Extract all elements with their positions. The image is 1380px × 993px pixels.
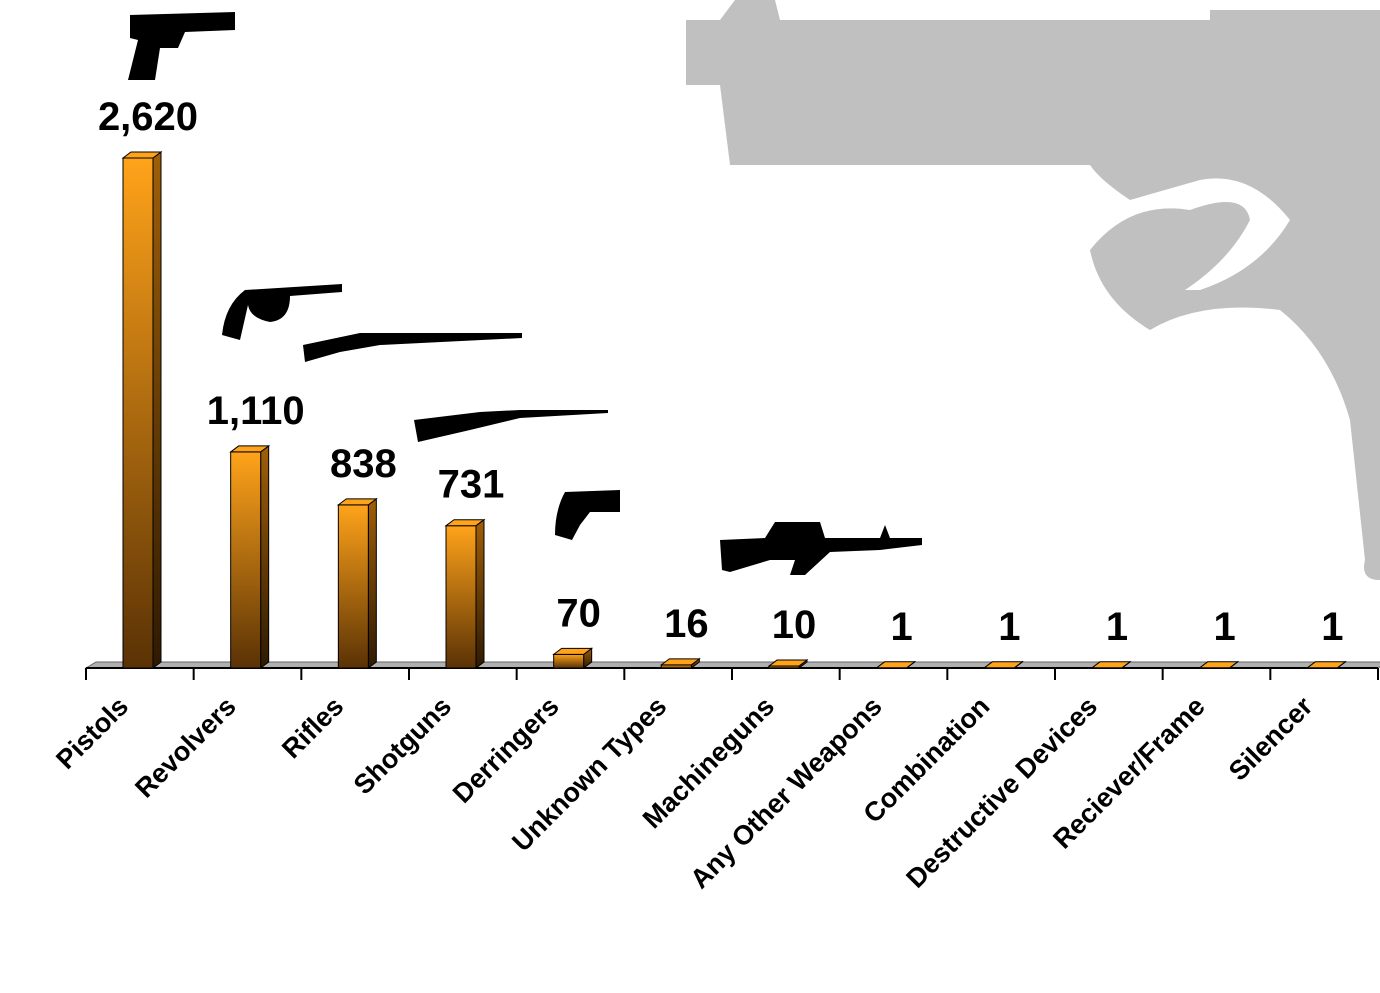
value-label: 1,110 (207, 389, 305, 433)
value-label: 16 (664, 602, 709, 646)
bar-top (767, 659, 809, 667)
bar-top (552, 647, 594, 655)
bar-top (875, 661, 917, 669)
x-tick-label: Revolvers (129, 691, 241, 803)
bar-side (475, 518, 485, 669)
bar-side (367, 497, 377, 669)
value-label: 1 (1106, 605, 1128, 649)
x-tick-label: Derringers (447, 691, 565, 809)
x-tick-label: Shotguns (348, 691, 457, 800)
background-pistol (686, 0, 1380, 580)
bar (122, 157, 154, 669)
bar-top (982, 661, 1024, 669)
bar (230, 451, 262, 669)
value-label: 1 (1214, 605, 1236, 649)
x-tick-label: Destructive Devices (900, 691, 1103, 894)
bar-top (444, 519, 486, 527)
bar-top (1090, 661, 1132, 669)
x-tick-label: Pistols (50, 691, 134, 775)
bar-top (336, 498, 378, 506)
value-label: 2,620 (98, 95, 198, 139)
x-tick-label: Silencer (1223, 691, 1319, 787)
value-label: 731 (438, 463, 505, 507)
bar (337, 504, 369, 669)
value-label: 70 (556, 591, 601, 635)
x-tick-label: Rifles (276, 691, 349, 764)
gun-icons (128, 12, 922, 575)
value-label: 1 (1321, 605, 1343, 649)
bar-top (121, 151, 163, 159)
bar-side (152, 151, 162, 669)
bar (445, 525, 477, 669)
value-label: 838 (330, 442, 397, 486)
value-label: 10 (772, 603, 817, 647)
value-label: 1 (891, 605, 913, 649)
bar-top (1305, 661, 1347, 669)
bar-top (229, 445, 271, 453)
bar (553, 653, 585, 669)
value-label: 1 (998, 605, 1020, 649)
x-tick-label: Any Other Weapons (684, 691, 887, 894)
bar-top (1198, 661, 1240, 669)
bar-side (260, 444, 270, 669)
bar-top (659, 658, 701, 666)
